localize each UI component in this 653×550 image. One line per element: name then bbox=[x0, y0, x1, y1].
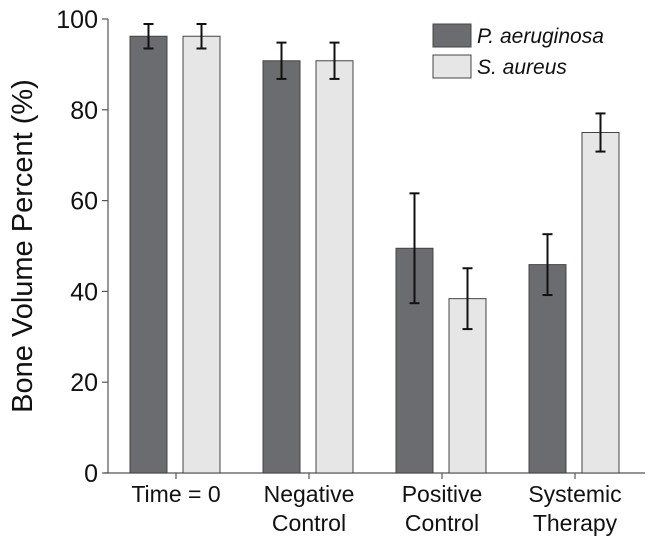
x-tick-label: Therapy bbox=[533, 510, 618, 536]
x-tick-label: Negative bbox=[264, 481, 355, 507]
bar bbox=[581, 132, 620, 474]
y-axis-label: Bone Volume Percent (%) bbox=[7, 79, 39, 413]
bar bbox=[528, 264, 567, 474]
x-tick-label: Positive bbox=[402, 481, 483, 507]
y-tick-label: 40 bbox=[70, 278, 98, 306]
y-tick-label: 80 bbox=[70, 97, 98, 125]
legend-swatch bbox=[432, 54, 472, 79]
y-tick-label: 20 bbox=[70, 369, 98, 397]
legend-label: S. aureus bbox=[477, 56, 567, 79]
bar bbox=[262, 60, 301, 474]
bar bbox=[182, 35, 221, 474]
legend-label: P. aeruginosa bbox=[477, 25, 604, 48]
x-tick-label: Control bbox=[272, 510, 346, 536]
bar bbox=[129, 35, 168, 474]
y-tick-label: 100 bbox=[56, 6, 98, 34]
bar bbox=[315, 60, 354, 474]
legend-swatch bbox=[432, 23, 472, 48]
y-tick-label: 0 bbox=[84, 460, 98, 488]
x-tick-label: Systemic bbox=[528, 481, 621, 507]
x-tick-label: Time = 0 bbox=[131, 481, 220, 507]
x-tick-label: Control bbox=[405, 510, 479, 536]
y-tick-label: 60 bbox=[70, 188, 98, 216]
